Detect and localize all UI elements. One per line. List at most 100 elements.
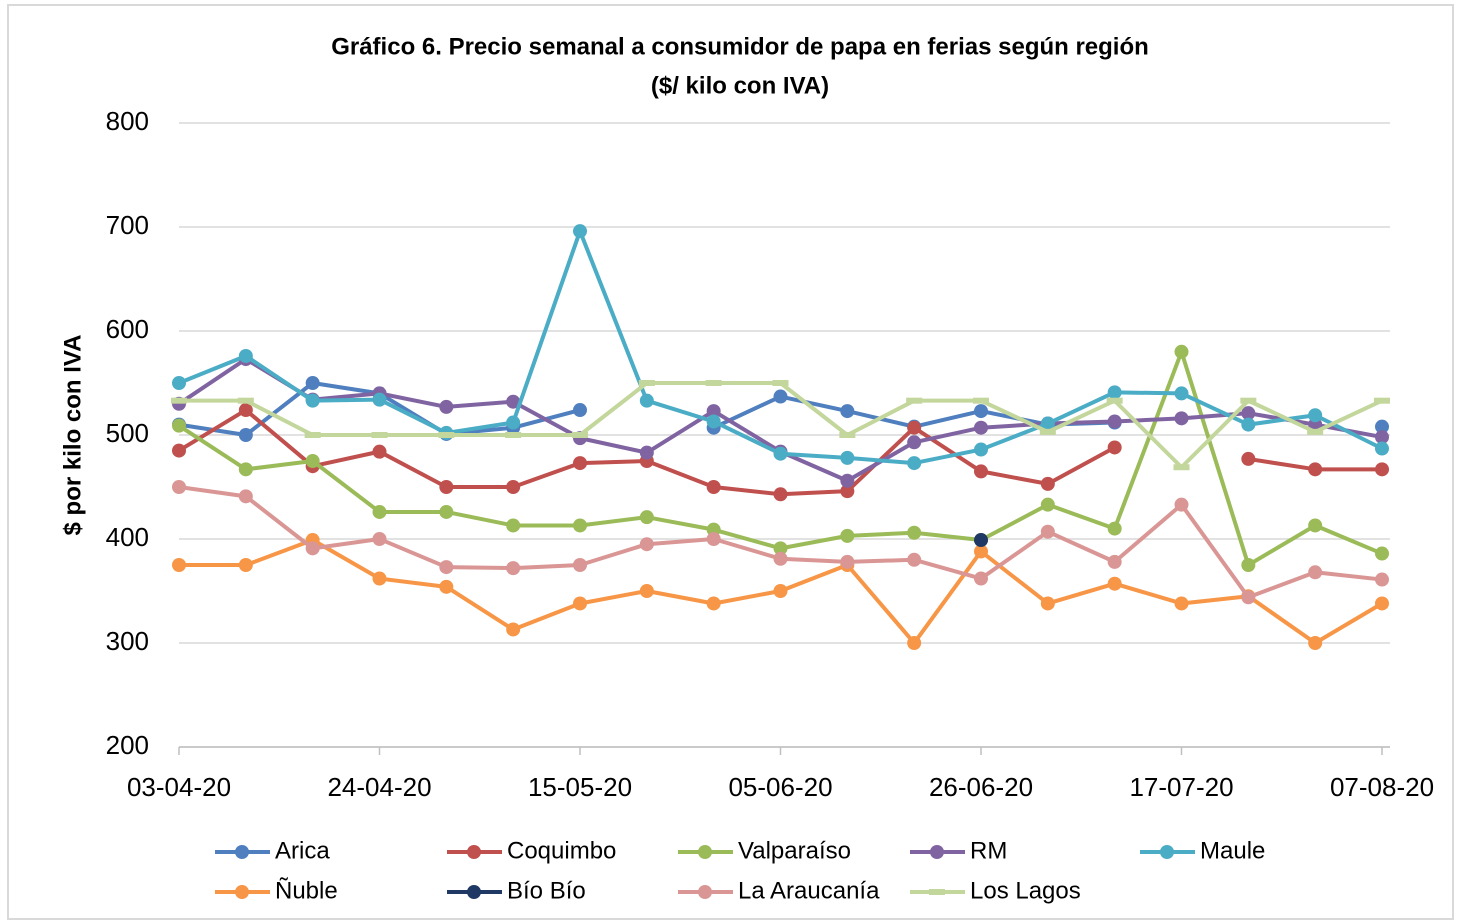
marker	[573, 403, 587, 418]
marker	[706, 480, 721, 494]
legend-marker	[235, 885, 249, 899]
marker	[773, 487, 788, 502]
marker	[372, 504, 387, 519]
marker	[773, 584, 788, 598]
marker	[639, 584, 654, 598]
chart-title: Gráfico 6. Precio semanal a consumidor d…	[331, 33, 1149, 60]
marker	[372, 444, 387, 459]
marker	[772, 380, 789, 386]
legend-label: Maule	[1200, 837, 1265, 864]
marker	[1107, 440, 1122, 455]
y-tick-label: 700	[106, 210, 149, 240]
marker	[907, 456, 922, 471]
marker	[1241, 451, 1256, 466]
legend-label: RM	[970, 837, 1007, 864]
marker	[439, 480, 454, 494]
marker	[238, 489, 253, 504]
marker	[238, 462, 253, 477]
marker	[1240, 397, 1257, 404]
marker	[1040, 416, 1055, 431]
marker	[639, 510, 654, 525]
marker	[840, 484, 855, 499]
marker	[171, 397, 187, 404]
legend-marker	[467, 845, 481, 859]
marker	[505, 432, 522, 438]
marker	[1308, 462, 1323, 477]
marker	[638, 380, 655, 386]
marker	[1308, 408, 1323, 423]
marker	[1375, 546, 1389, 561]
marker	[573, 596, 587, 611]
marker	[506, 622, 521, 637]
marker	[1241, 590, 1256, 605]
y-tick-label: 400	[106, 522, 149, 552]
marker	[304, 432, 321, 438]
y-axis-title: $ por kilo con IVA	[59, 335, 86, 536]
marker	[907, 525, 922, 540]
marker	[1040, 596, 1055, 611]
legend-marker	[235, 845, 249, 859]
marker	[439, 504, 454, 519]
marker	[1307, 428, 1324, 435]
legend-label: Ñuble	[275, 877, 338, 904]
marker	[305, 376, 320, 390]
marker	[706, 414, 721, 429]
legend-label: Arica	[275, 837, 330, 864]
marker	[1174, 386, 1189, 401]
marker	[172, 558, 186, 572]
marker	[1107, 414, 1122, 429]
marker	[1308, 636, 1323, 650]
marker	[1106, 397, 1123, 404]
marker	[1241, 406, 1256, 421]
marker	[506, 480, 521, 494]
marker	[974, 571, 988, 586]
legend-marker	[930, 845, 944, 859]
marker	[573, 518, 587, 533]
marker	[1308, 518, 1323, 533]
marker	[1039, 428, 1056, 435]
marker	[773, 389, 788, 404]
marker	[439, 579, 454, 594]
marker	[1040, 524, 1055, 539]
marker	[573, 224, 587, 239]
marker	[372, 571, 387, 586]
marker	[1241, 558, 1256, 572]
marker	[1107, 385, 1122, 400]
marker	[639, 393, 654, 408]
marker	[506, 561, 521, 576]
marker	[371, 432, 388, 438]
marker	[974, 544, 988, 559]
marker	[439, 560, 454, 575]
legend-marker	[1160, 845, 1174, 859]
x-tick-label: 15-05-20	[528, 772, 632, 802]
marker	[706, 532, 721, 546]
legend-marker	[698, 845, 712, 859]
legend-marker	[698, 885, 712, 899]
marker	[573, 456, 587, 471]
marker	[238, 348, 253, 363]
marker	[372, 392, 387, 407]
marker	[1375, 441, 1389, 456]
marker	[172, 418, 186, 433]
marker	[172, 443, 186, 458]
x-tick-label: 24-04-20	[327, 772, 431, 802]
marker	[1375, 572, 1389, 587]
x-tick-label: 07-08-20	[1330, 772, 1434, 802]
marker	[238, 558, 253, 572]
marker	[1107, 554, 1122, 569]
marker	[974, 464, 988, 479]
marker	[840, 473, 855, 488]
legend-marker	[929, 889, 945, 895]
x-tick-label: 26-06-20	[929, 772, 1033, 802]
marker	[974, 420, 988, 435]
marker	[639, 445, 654, 460]
marker	[572, 432, 588, 438]
marker	[506, 394, 521, 409]
marker	[907, 636, 922, 650]
marker	[1375, 596, 1389, 611]
marker	[973, 397, 989, 404]
marker	[1174, 596, 1189, 611]
marker	[305, 393, 320, 408]
legend-label: Bío Bío	[507, 877, 586, 904]
marker	[906, 397, 923, 404]
